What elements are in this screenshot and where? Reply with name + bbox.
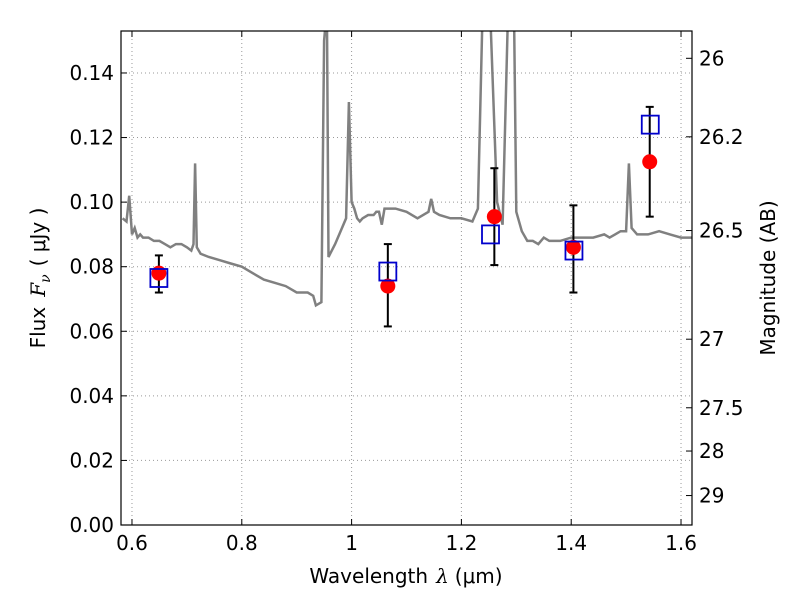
y-tick-label: 0.10: [69, 190, 114, 214]
plot-area: [121, 31, 692, 328]
right-tick-label: 26.5: [699, 219, 744, 243]
observed-point-4: [642, 154, 658, 170]
y-tick-label: 0.14: [69, 61, 114, 85]
template-spectrum-line: [121, 31, 692, 308]
x-tick-label: 0.6: [116, 531, 148, 555]
y-tick-label: 0.06: [69, 319, 114, 343]
model-point-1: [378, 261, 398, 282]
right-tick-label: 27.5: [699, 396, 744, 420]
plot-frame: [120, 30, 693, 526]
right-tick-label: 26: [699, 46, 724, 70]
y-tick-label: 0.02: [69, 448, 114, 472]
observed-point-3: [565, 239, 581, 255]
observed-point-2: [486, 209, 502, 225]
right-tick-label: 27: [699, 327, 724, 351]
model-point-0: [149, 268, 169, 288]
right-tick-label: 28: [699, 439, 724, 463]
y-tick-label: 0.00: [69, 513, 114, 537]
right-axis-title: Magnitude (AB): [756, 200, 780, 355]
y-axis-title: FluxFν( μJy ): [26, 208, 54, 349]
y-tick-label: 0.12: [69, 126, 114, 150]
x-tick-label: 1: [345, 531, 358, 555]
x-axis-title: Wavelength λ (μm): [309, 564, 502, 588]
model-point-4: [640, 114, 660, 135]
y-tick-label: 0.04: [69, 384, 114, 408]
observed-point-1: [380, 278, 396, 294]
x-tick-label: 1.4: [555, 531, 587, 555]
x-tick-label: 1.2: [445, 531, 477, 555]
model-point-2: [481, 224, 500, 245]
right-tick-label: 29: [699, 484, 724, 508]
model-point-3: [564, 240, 584, 261]
y-tick-label: 0.08: [69, 255, 114, 279]
right-tick-label: 26.2: [699, 125, 744, 149]
model-photometry-points: [149, 114, 660, 288]
x-tick-label: 0.8: [226, 531, 258, 555]
x-tick-label: 1.6: [665, 531, 697, 555]
tick-labels: 0.6 0.8 1 1.2 1.4 1.6 0.00 0.02 0.04 0.06 0.08 0.10…: [69, 46, 743, 555]
axis-ticks: [121, 31, 692, 526]
observed-point-0: [151, 265, 167, 281]
